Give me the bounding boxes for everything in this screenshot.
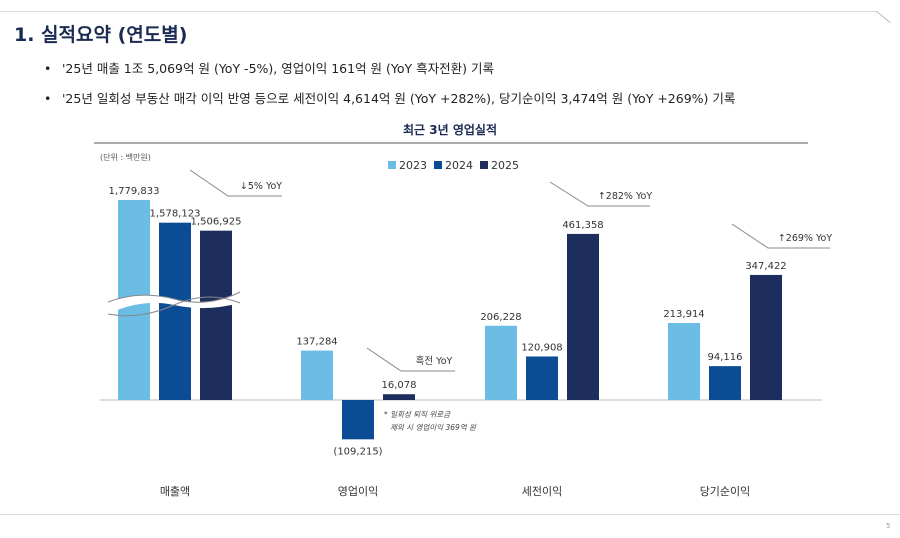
data-label-매출액-2024: 1,578,123 <box>150 209 201 220</box>
top-divider <box>0 11 878 12</box>
yoy-callout-line-1 <box>366 347 455 372</box>
yoy-annotation-3: ↑269% YoY <box>778 233 832 244</box>
yoy-annotation-2: ↑282% YoY <box>598 191 652 202</box>
bar-매출액-2025 <box>200 230 232 400</box>
yoy-annotation-1: 흑전 YoY <box>416 355 453 367</box>
footnote-line-1: * 일회성 퇴직 위로금 <box>384 410 451 419</box>
page-number: 5 <box>886 522 891 530</box>
data-label-세전이익-2025: 461,358 <box>562 220 603 231</box>
bar-당기순이익-2023 <box>668 322 700 400</box>
unit-label: (단위 : 백만원) <box>100 152 151 162</box>
category-label-영업이익: 영업이익 <box>338 485 378 498</box>
data-label-세전이익-2023: 206,228 <box>480 312 521 323</box>
data-label-매출액-2023: 1,779,833 <box>109 186 160 197</box>
data-label-세전이익-2024: 120,908 <box>521 342 562 353</box>
summary-bullet-profit: '25년 일회성 부동산 매각 이익 반영 등으로 세전이익 4,614억 원 … <box>44 88 735 118</box>
data-label-영업이익-2023: 137,284 <box>296 337 337 348</box>
legend-swatch-2025 <box>480 161 488 169</box>
bar-영업이익-2025 <box>383 394 415 400</box>
data-label-매출액-2025: 1,506,925 <box>191 217 242 228</box>
category-label-당기순이익: 당기순이익 <box>700 485 751 498</box>
category-label-매출액: 매출액 <box>160 485 190 498</box>
bar-당기순이익-2024 <box>709 366 741 400</box>
data-label-당기순이익-2024: 94,116 <box>708 352 743 363</box>
yoy-callout-line-0 <box>189 169 282 197</box>
chart-title: 최근 3년 영업실적 <box>403 122 497 137</box>
yoy-callout-line-3 <box>731 223 830 249</box>
bar-매출액-2024 <box>159 222 191 400</box>
bottom-divider <box>0 514 900 515</box>
bar-세전이익-2025 <box>567 233 599 400</box>
legend-label-2023: 2023 <box>399 159 427 172</box>
summary-bullet-revenue: '25년 매출 1조 5,069억 원 (YoY -5%), 영업이익 161억… <box>44 58 735 88</box>
page-title: 1. 실적요약 (연도별) <box>14 24 188 46</box>
bar-영업이익-2023 <box>301 350 333 400</box>
category-label-세전이익: 세전이익 <box>522 485 562 498</box>
legend-swatch-2023 <box>388 161 396 169</box>
yoy-annotation-0: ↓5% YoY <box>240 181 282 192</box>
bar-영업이익-2024 <box>342 400 374 440</box>
data-label-당기순이익-2025: 347,422 <box>745 261 786 272</box>
data-label-영업이익-2024: (109,215) <box>333 446 382 457</box>
legend-label-2024: 2024 <box>445 159 473 172</box>
bar-세전이익-2024 <box>526 356 558 400</box>
yoy-callout-line-2 <box>549 181 650 207</box>
axis-break-line-top <box>107 291 241 303</box>
bar-당기순이익-2025 <box>750 274 782 400</box>
legend-swatch-2024 <box>434 161 442 169</box>
summary-bullets: '25년 매출 1조 5,069억 원 (YoY -5%), 영업이익 161억… <box>44 58 735 118</box>
footnote-line-2: 제외 시 영업이익 369억 원 <box>390 423 477 432</box>
legend-label-2025: 2025 <box>491 159 519 172</box>
data-label-영업이익-2025: 16,078 <box>382 380 417 391</box>
bar-세전이익-2023 <box>485 325 517 400</box>
axis-break-band <box>108 292 240 314</box>
axis-break-line-bottom <box>107 296 241 317</box>
data-label-당기순이익-2023: 213,914 <box>663 309 704 320</box>
